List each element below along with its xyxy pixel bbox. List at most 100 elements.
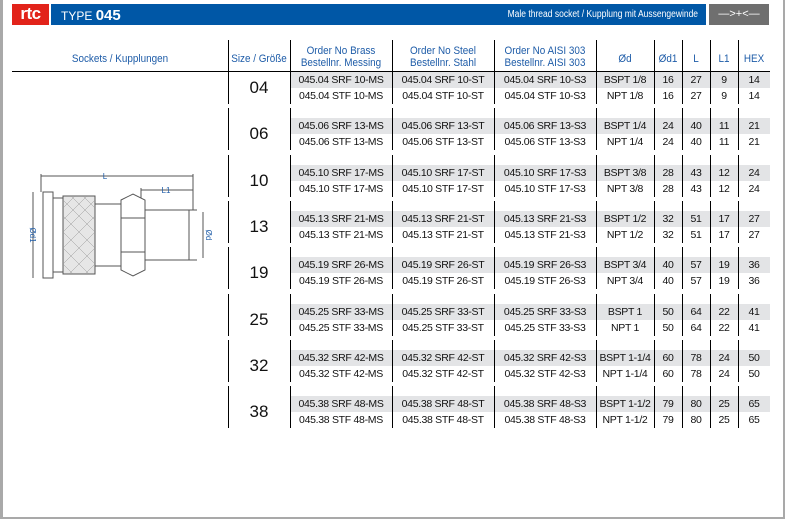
table-cell: 24 <box>748 183 760 195</box>
column-divider <box>654 247 655 289</box>
col-hex: HEX <box>743 53 765 65</box>
table-cell: 80 <box>690 414 702 426</box>
column-divider <box>710 386 711 428</box>
column-divider <box>290 340 291 382</box>
column-divider <box>596 108 597 150</box>
table-cell: 16 <box>662 74 674 86</box>
table-cell: 28 <box>662 183 674 195</box>
table-cell: 045.25 STF 33-MS <box>299 322 383 334</box>
table-cell: 045.13 STF 21-MS <box>299 229 383 241</box>
column-divider <box>710 201 711 243</box>
table-cell: 21 <box>748 120 760 132</box>
table-cell: 045.10 STF 17-S3 <box>504 183 586 195</box>
column-divider <box>654 72 655 104</box>
table-cell: BSPT 3/4 <box>603 259 647 271</box>
type-label: TYPE <box>61 9 93 23</box>
header-column-divider <box>710 40 711 71</box>
rtc-logo: rtc <box>12 4 49 25</box>
table-cell: NPT 1 <box>610 322 640 334</box>
column-divider <box>392 247 393 289</box>
dim-od1-label: Ød1 <box>28 227 37 243</box>
table-cell: 11 <box>718 120 730 132</box>
table-cell: 22 <box>718 306 730 318</box>
column-divider <box>596 155 597 197</box>
column-divider <box>682 247 683 289</box>
table-cell: 12 <box>718 167 730 179</box>
table-cell: 12 <box>718 183 730 195</box>
table-cell: 045.19 SRF 26-ST <box>401 259 485 271</box>
table-cell: 50 <box>748 368 760 380</box>
table-cell: BSPT 1/2 <box>603 213 647 225</box>
table-cell: 14 <box>748 74 760 86</box>
header-column-divider <box>290 40 291 71</box>
table-cell: 27 <box>690 90 702 102</box>
column-divider <box>228 386 229 428</box>
table-cell: 40 <box>690 120 702 132</box>
table-cell: 17 <box>718 213 730 225</box>
table-cell: 50 <box>662 306 674 318</box>
table-cell: 045.06 SRF 13-ST <box>401 120 485 132</box>
table-cell: 045.10 STF 17-ST <box>402 183 484 195</box>
column-divider <box>596 340 597 382</box>
column-divider <box>392 201 393 243</box>
table-cell: 045.04 STF 10-MS <box>299 90 383 102</box>
table-cell: NPT 3/8 <box>606 183 644 195</box>
column-divider <box>494 72 495 104</box>
column-divider <box>596 201 597 243</box>
column-divider <box>682 155 683 197</box>
table-cell: 045.32 SRF 42-ST <box>401 352 485 364</box>
column-divider <box>738 340 739 382</box>
table-cell: 32 <box>662 213 674 225</box>
column-divider <box>228 294 229 336</box>
column-divider <box>738 201 739 243</box>
column-divider <box>494 201 495 243</box>
column-divider <box>228 72 229 104</box>
col-aisi: Order No AISI 303 Bestellnr. AISI 303 <box>499 45 591 69</box>
column-divider <box>596 72 597 104</box>
size-value: 19 <box>249 263 269 282</box>
column-divider <box>710 294 711 336</box>
table-cell: 045.32 STF 42-ST <box>402 368 484 380</box>
table-cell: 045.32 SRF 42-S3 <box>503 352 587 364</box>
column-divider <box>654 108 655 150</box>
table-cell: 045.10 SRF 17-MS <box>298 167 384 179</box>
column-divider <box>596 386 597 428</box>
header-divider <box>12 71 770 72</box>
column-divider <box>290 201 291 243</box>
col-steel-de: Bestellnr. Stahl <box>409 57 477 69</box>
col-brass: Order No Brass Bestellnr. Messing <box>295 45 387 69</box>
table-cell: 36 <box>748 275 760 287</box>
column-divider <box>596 247 597 289</box>
column-divider <box>738 386 739 428</box>
column-divider <box>682 386 683 428</box>
table-cell: BSPT 1-1/2 <box>599 398 651 410</box>
table-cell: 045.25 STF 33-ST <box>402 322 484 334</box>
table-cell: 045.19 STF 26-ST <box>402 275 484 287</box>
table-cell: 80 <box>690 398 702 410</box>
col-product: Sockets / Kupplungen <box>71 53 169 65</box>
table-cell: 11 <box>718 136 730 148</box>
column-divider <box>494 340 495 382</box>
table-cell: 045.38 STF 48-MS <box>299 414 383 426</box>
table-cell: 28 <box>662 167 674 179</box>
table-cell: 9 <box>721 74 727 86</box>
header-column-divider <box>596 40 597 71</box>
column-divider <box>738 108 739 150</box>
table-cell: 64 <box>690 306 702 318</box>
title-bar: TYPE 045 Male thread socket / Kupplung m… <box>51 4 706 25</box>
col-od1: Ød1 <box>658 53 678 65</box>
table-cell: 41 <box>748 306 760 318</box>
table-cell: 045.32 SRF 42-MS <box>298 352 384 364</box>
table-cell: 045.25 SRF 33-ST <box>401 306 485 318</box>
table-cell: 045.04 SRF 10-S3 <box>503 74 587 86</box>
table-cell: NPT 1-1/4 <box>602 368 648 380</box>
column-divider <box>290 108 291 150</box>
table-cell: 43 <box>690 167 702 179</box>
header-column-divider <box>228 40 229 71</box>
column-divider <box>682 294 683 336</box>
socket-drawing: L L1 Ød1 Ød <box>28 172 213 279</box>
column-divider <box>710 72 711 104</box>
column-divider <box>228 340 229 382</box>
table-cell: 24 <box>748 167 760 179</box>
table-cell: 045.04 STF 10-ST <box>402 90 484 102</box>
